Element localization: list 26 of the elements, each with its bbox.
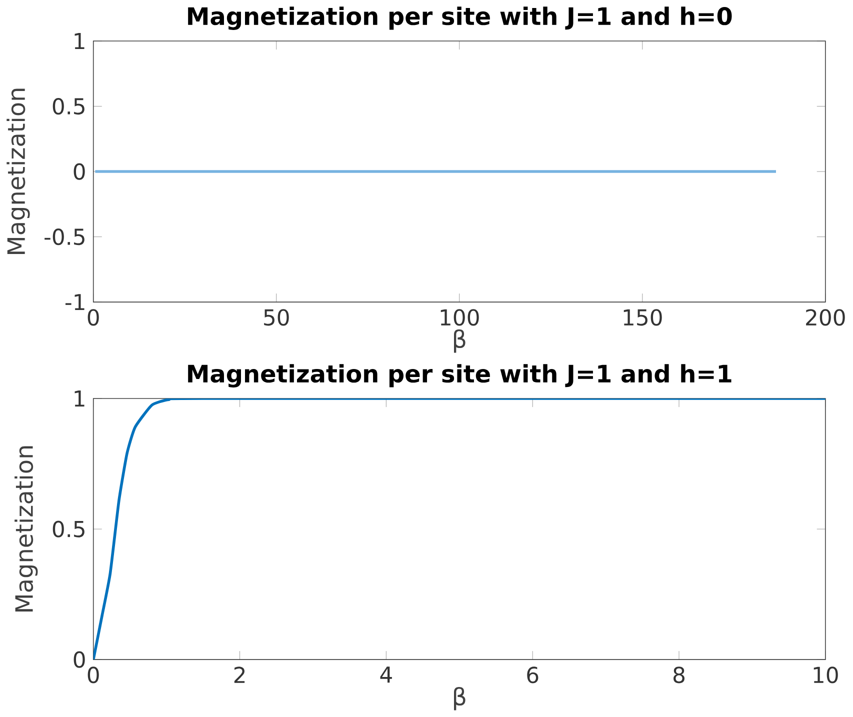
y-axis-title: Magnetization (6, 88, 30, 254)
chart-title: Magnetization per site with J=1 and h=1 (188, 364, 732, 388)
x-axis-title: β (454, 686, 466, 710)
x-tick-label: 0 (88, 309, 99, 326)
x-tick-label: 6 (527, 666, 538, 684)
y-tick-label: 1 (74, 390, 84, 407)
x-tick-label: 10 (814, 666, 838, 684)
x-tick-label: 8 (674, 666, 684, 684)
line-series (93, 398, 826, 660)
x-tick-label: 100 (440, 309, 479, 326)
x-tick-label: 200 (806, 309, 845, 326)
y-tick-label: -1 (66, 294, 84, 310)
x-tick-label: 2 (234, 666, 245, 683)
y-tick-label: 0 (74, 651, 85, 668)
x-tick-label: 4 (380, 666, 392, 683)
y-tick-label: 0.5 (52, 98, 84, 115)
y-tick-label: 0 (74, 163, 85, 180)
chart-title: Magnetization per site with J=1 and h=0 (188, 6, 732, 30)
x-tick-label: 0 (88, 666, 99, 684)
x-tick-label: 150 (624, 309, 662, 326)
y-axis-title: Magnetization (14, 446, 38, 612)
y-tick-label: 1 (74, 33, 84, 50)
y-tick-label: 0.5 (52, 520, 84, 538)
y-tick-label: -0.5 (44, 228, 84, 246)
x-axis-title: β (454, 329, 466, 353)
x-tick-label: 50 (264, 309, 289, 326)
